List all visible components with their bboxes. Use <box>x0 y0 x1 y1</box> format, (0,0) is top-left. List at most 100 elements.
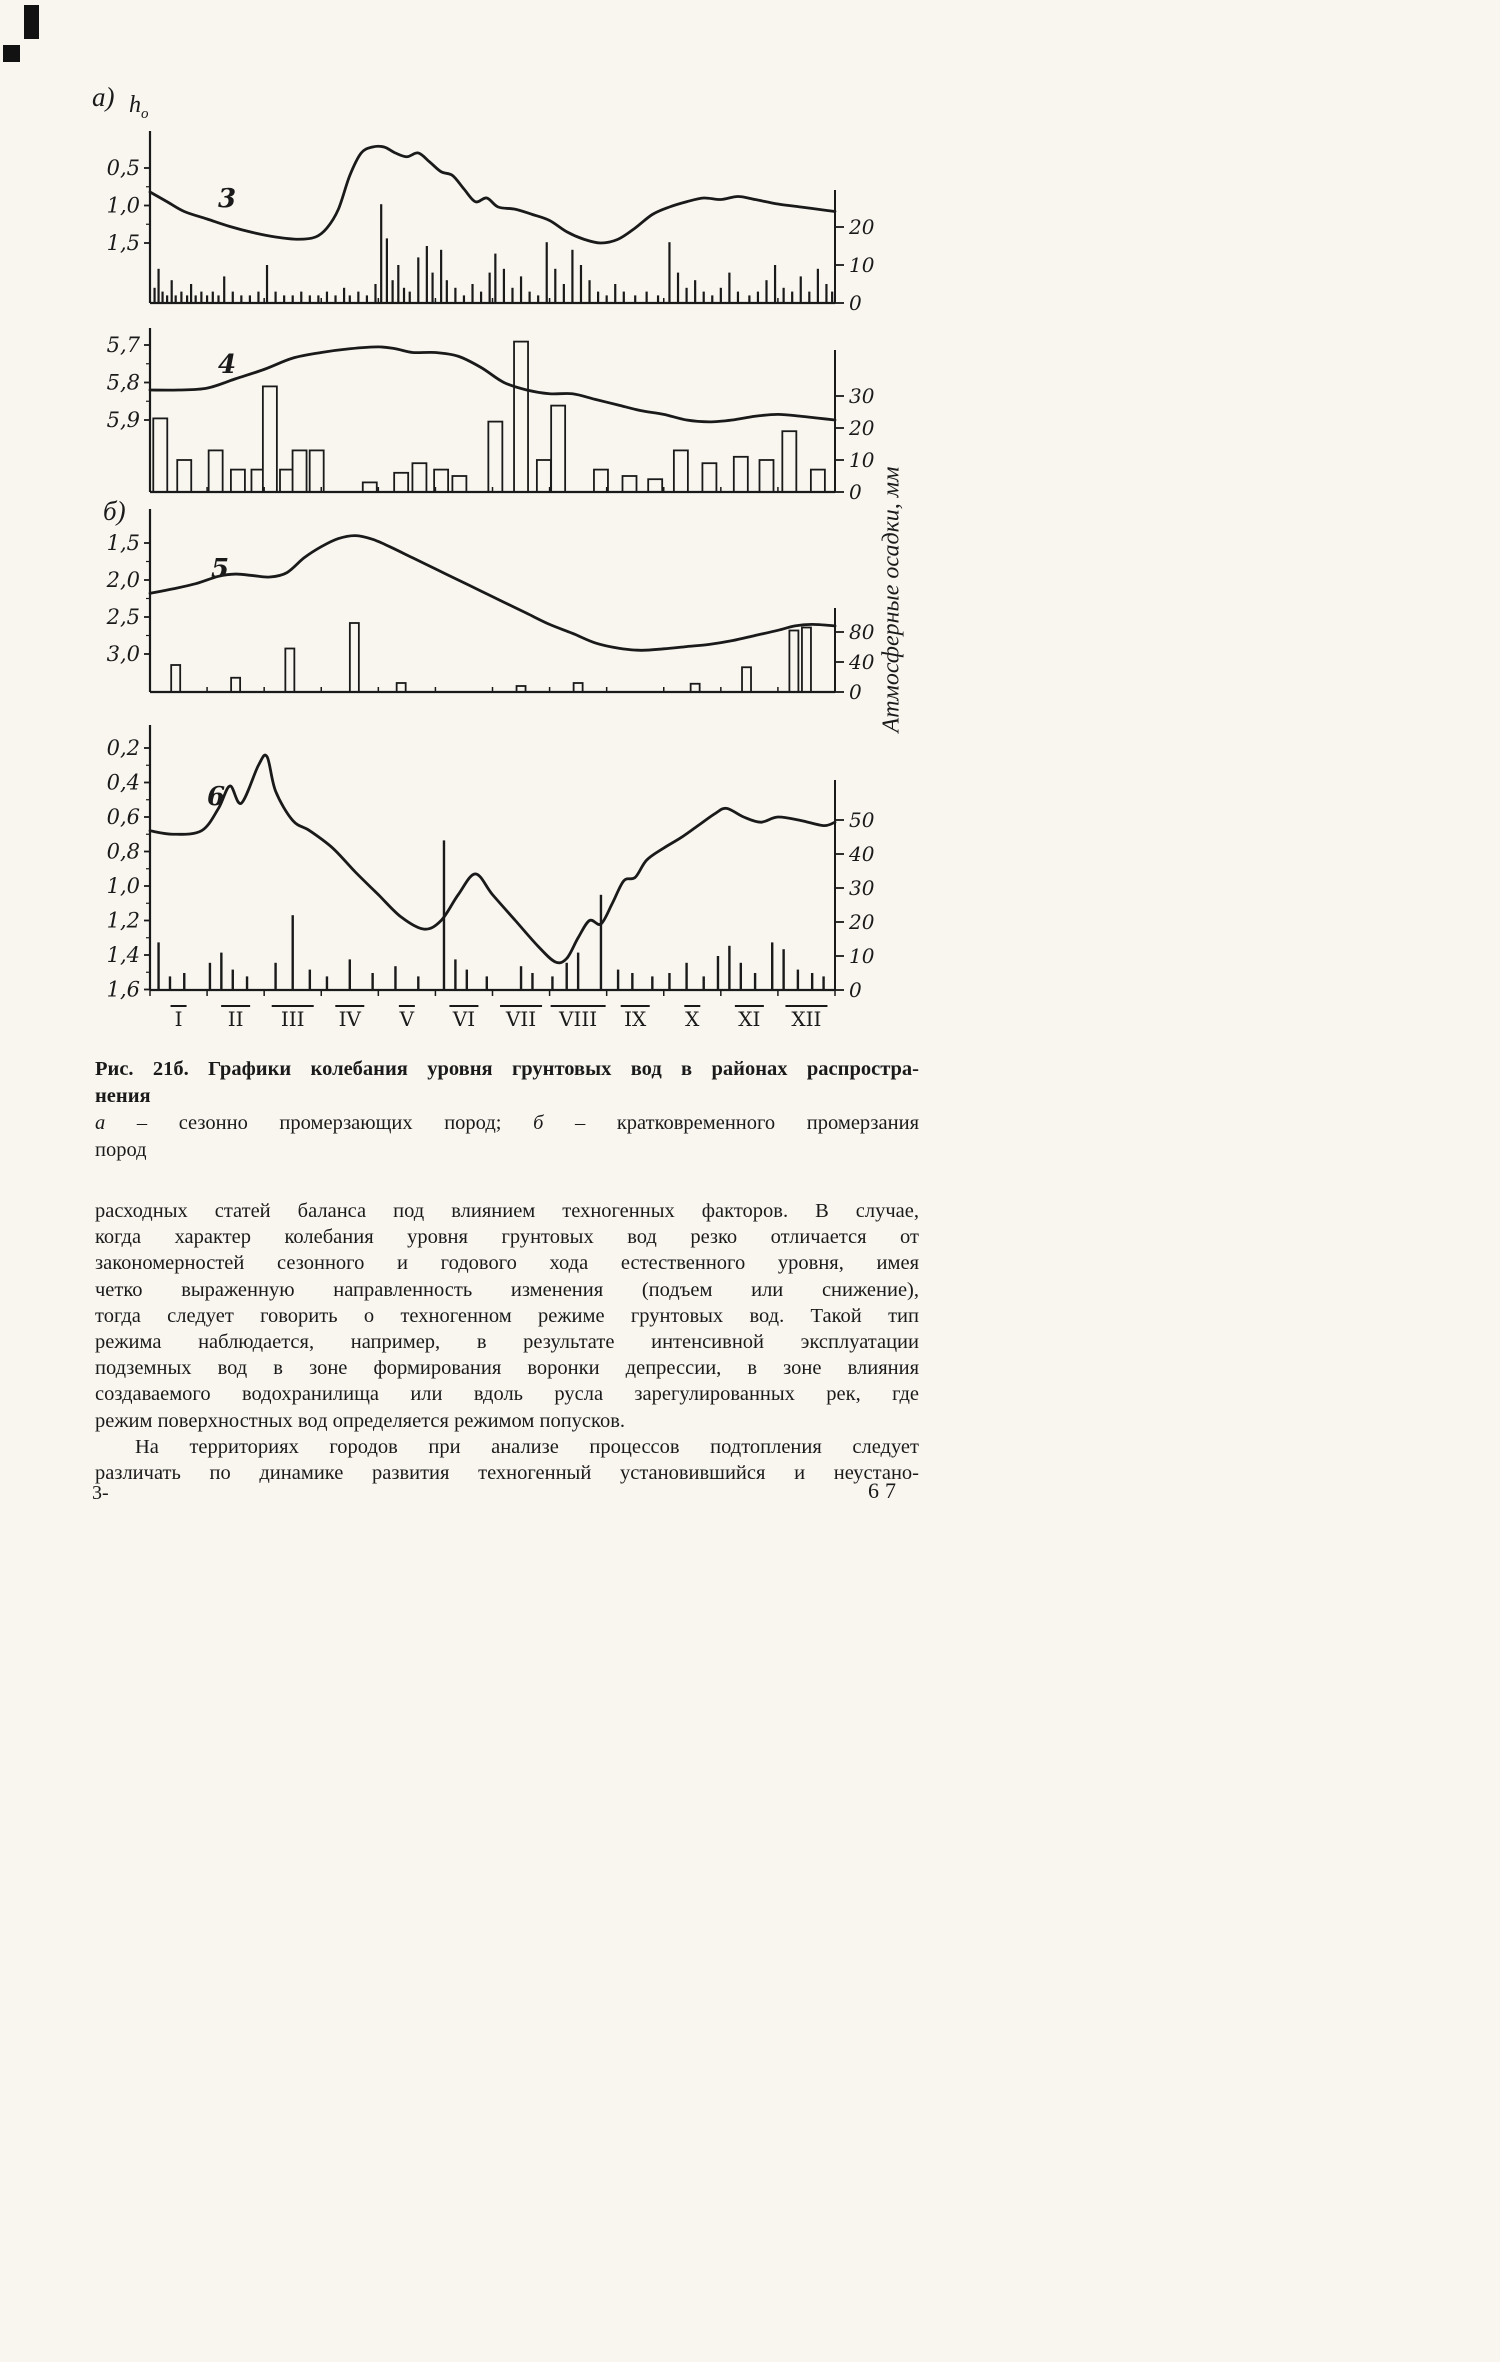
precipitation-bar <box>374 284 377 303</box>
precipitation-bar <box>291 915 294 990</box>
page-number: 67 <box>868 1478 902 1503</box>
precipitation-bar <box>756 291 760 303</box>
precipitation-bar <box>702 291 705 303</box>
precipitation-bar <box>283 295 286 303</box>
precipitation-bar <box>739 962 743 990</box>
precipitation-bar <box>240 295 243 303</box>
precipitation-bar <box>588 280 591 303</box>
precipitation-bar <box>799 276 802 303</box>
precipitation-bar <box>676 272 680 303</box>
precip-tick-label: 10 <box>849 944 875 968</box>
precipitation-bar <box>502 268 506 303</box>
precipitation-bar <box>621 475 638 493</box>
text-line: режима наблюдается, например, в результа… <box>95 1331 919 1354</box>
precipitation-bar <box>433 468 450 493</box>
figure-part-a-label: а) <box>92 82 115 112</box>
precipitation-bar <box>565 962 568 990</box>
precipitation-bar <box>183 973 186 990</box>
text-line: различать по динамике развития техногенн… <box>95 1462 919 1485</box>
text-line: тогда следует говорить о техногенном реж… <box>95 1304 919 1327</box>
month-label: VII <box>505 1007 536 1031</box>
precipitation-bar <box>773 265 777 303</box>
precipitation-bar <box>170 280 173 303</box>
y-tick-label: 0,4 <box>107 771 140 795</box>
precip-tick-label: 40 <box>848 842 875 866</box>
precipitation-bar <box>361 481 378 493</box>
precipitation-bar <box>380 204 383 303</box>
precipitation-bar <box>554 268 557 303</box>
precipitation-bar <box>274 291 277 303</box>
precipitation-bar <box>571 249 574 303</box>
precipitation-bar <box>732 455 749 493</box>
precipitation-bar <box>342 287 346 303</box>
precipitation-bar <box>348 959 351 990</box>
precipitation-bar <box>157 268 160 303</box>
precipitation-bar <box>208 962 212 990</box>
y-tick-label: 1,0 <box>107 194 140 218</box>
groundwater-curve <box>148 753 837 965</box>
precipitation-bar <box>702 976 705 990</box>
precipitation-bar <box>551 976 554 990</box>
precipitation-bar <box>810 973 814 990</box>
precipitation-bar <box>465 969 469 990</box>
curve-number-label: 4 <box>218 350 236 380</box>
precipitation-bar <box>791 291 794 303</box>
precip-tick-label: 0 <box>849 978 862 1002</box>
precipitation-bar <box>634 295 637 303</box>
precipitation-bar <box>528 291 531 303</box>
y-tick-label: 1,2 <box>107 909 140 933</box>
precipitation-bar <box>694 280 697 303</box>
precipitation-bar <box>408 291 411 303</box>
precipitation-bar <box>488 272 491 303</box>
precipitation-bar <box>317 295 320 303</box>
precip-tick-label: 0 <box>849 291 862 315</box>
precipitation-bar <box>537 295 540 303</box>
y-tick-label: 5,9 <box>107 408 140 432</box>
precipitation-bar <box>180 291 183 303</box>
precipitation-bar <box>440 249 443 303</box>
precipitation-bar <box>261 385 278 493</box>
precipitation-axis-title: Атмосферные осадки, мм <box>878 466 905 733</box>
text-line: нения <box>95 1085 151 1107</box>
precipitation-bar <box>166 295 169 303</box>
precipitation-bar <box>689 682 701 693</box>
precipitation-bar <box>668 242 671 303</box>
y-tick-label: 1,6 <box>107 978 140 1002</box>
y-tick-label: 0,8 <box>107 840 140 864</box>
precipitation-bar <box>190 284 193 303</box>
precipitation-bar <box>168 976 172 990</box>
precipitation-bar <box>765 280 768 303</box>
precipitation-bar <box>152 417 169 493</box>
precipitation-bar <box>511 287 514 303</box>
chart-panel-5: 1,5 2,0 2,5 3,0 80 40 0 5 <box>106 509 875 704</box>
text-line: пород <box>95 1139 147 1161</box>
precipitation-bar <box>308 969 312 990</box>
text-line: закономерностей сезонного и годового ход… <box>95 1252 919 1275</box>
precip-tick-label: 20 <box>848 215 875 239</box>
precipitation-bar <box>265 265 269 303</box>
precipitation-bar <box>719 287 722 303</box>
precipitation-bar <box>572 682 584 693</box>
precipitation-bar <box>394 966 397 990</box>
precipitation-bar <box>809 468 826 493</box>
precipitation-bar <box>668 973 671 990</box>
precipitation-bar <box>614 284 617 303</box>
precipitation-bar <box>816 268 819 303</box>
groundwater-level-charts: 0,5 1,0 1,5 20 10 0 3 5,7 5,8 5,9 30 20 10 0 4 1,5 2,0 2,… <box>106 131 875 1031</box>
y-tick-label: 2,5 <box>106 605 140 629</box>
precipitation-bar <box>451 475 468 493</box>
precipitation-bar <box>291 449 308 493</box>
precipitation-bar <box>782 949 785 990</box>
month-label: V <box>399 1007 415 1031</box>
precipitation-bar <box>597 291 600 303</box>
precipitation-bar <box>325 291 329 303</box>
precipitation-bar <box>157 942 160 990</box>
precipitation-bar <box>153 287 156 303</box>
precipitation-bar <box>485 976 488 990</box>
month-label: VIII <box>558 1007 597 1031</box>
precipitation-bar <box>550 404 567 493</box>
precipitation-bar <box>593 468 609 493</box>
precipitation-bar <box>385 238 388 303</box>
text-line: расходных статей баланса под влиянием те… <box>95 1200 919 1222</box>
precip-tick-label: 0 <box>849 680 862 704</box>
